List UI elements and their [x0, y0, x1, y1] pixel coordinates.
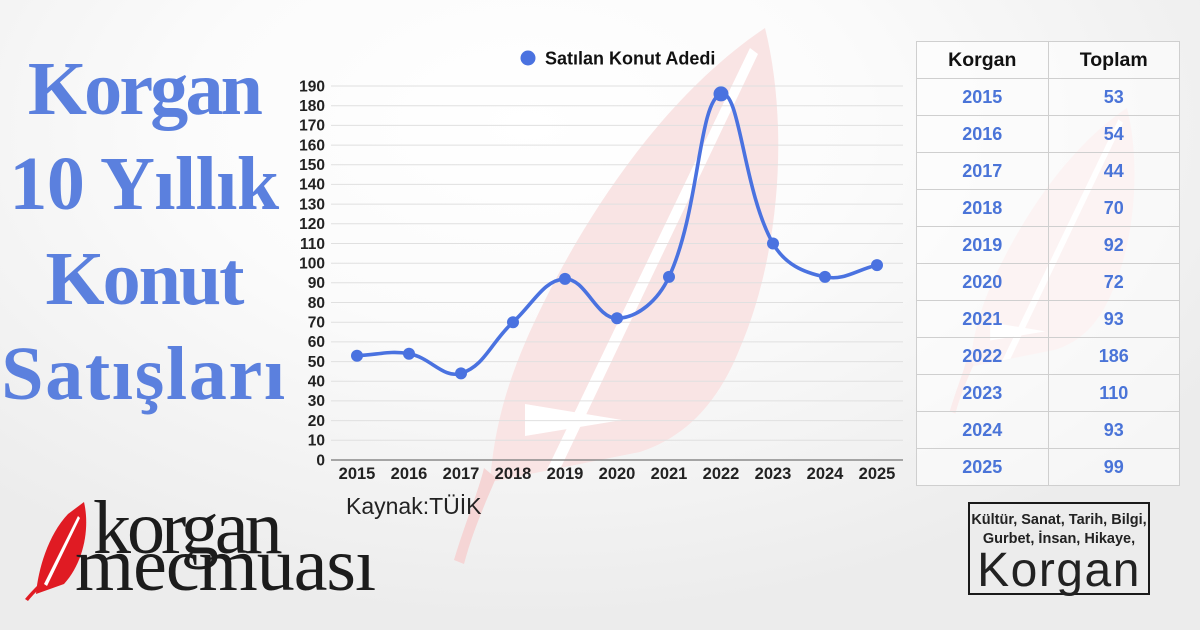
svg-text:90: 90	[308, 275, 325, 292]
svg-text:2018: 2018	[495, 465, 532, 483]
svg-text:40: 40	[308, 374, 325, 391]
svg-text:100: 100	[299, 255, 325, 272]
svg-text:190: 190	[299, 78, 325, 95]
svg-text:2016: 2016	[391, 465, 428, 483]
svg-text:2020: 2020	[599, 465, 636, 483]
svg-text:2017: 2017	[443, 465, 480, 483]
svg-text:70: 70	[308, 315, 325, 332]
svg-text:80: 80	[308, 295, 325, 312]
svg-text:2025: 2025	[859, 465, 896, 483]
svg-text:2019: 2019	[547, 465, 584, 483]
svg-text:2022: 2022	[703, 465, 740, 483]
svg-text:2015: 2015	[339, 465, 376, 483]
svg-text:30: 30	[308, 393, 325, 410]
svg-text:20: 20	[308, 413, 325, 430]
svg-text:180: 180	[299, 98, 325, 115]
svg-text:Satılan Konut Adedi: Satılan Konut Adedi	[545, 49, 715, 69]
svg-text:Kaynak:TÜİK: Kaynak:TÜİK	[346, 493, 482, 519]
svg-text:2023: 2023	[755, 465, 792, 483]
svg-text:110: 110	[300, 236, 325, 253]
svg-text:160: 160	[299, 137, 325, 154]
svg-text:60: 60	[308, 334, 325, 351]
svg-text:10: 10	[308, 433, 325, 450]
svg-text:korgan: korgan	[93, 490, 282, 570]
svg-text:150: 150	[299, 157, 325, 174]
svg-text:2024: 2024	[807, 465, 845, 483]
svg-text:2021: 2021	[651, 465, 688, 483]
svg-text:130: 130	[299, 196, 325, 213]
svg-text:50: 50	[308, 354, 325, 371]
svg-text:140: 140	[299, 177, 325, 194]
svg-text:170: 170	[299, 118, 325, 135]
svg-text:0: 0	[316, 452, 325, 469]
svg-text:mecmuası: mecmuası	[75, 523, 375, 607]
svg-text:120: 120	[299, 216, 325, 233]
